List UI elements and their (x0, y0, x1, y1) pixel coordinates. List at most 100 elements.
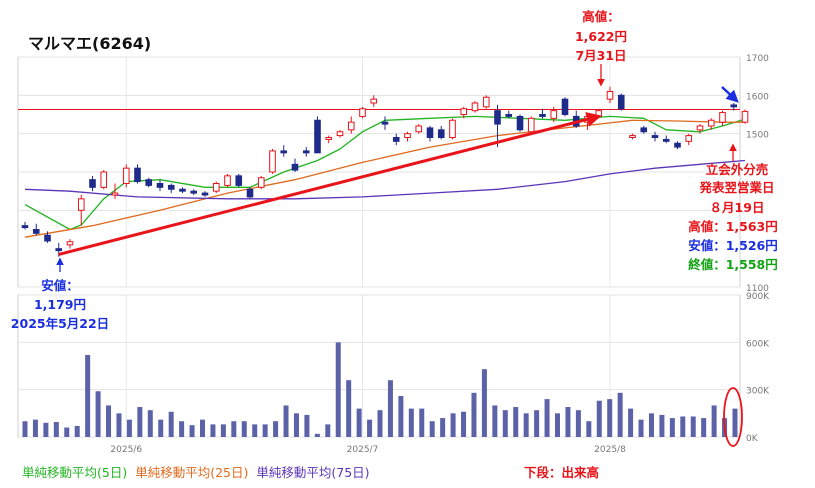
volume-bar (116, 413, 122, 437)
volume-bar (231, 421, 237, 437)
volume-bar (158, 419, 164, 437)
volume-bar (43, 422, 49, 437)
candle-down (280, 150, 288, 154)
volume-bar (638, 419, 644, 437)
volume-bar (147, 410, 153, 437)
volume-bar (137, 407, 143, 437)
volume-bar (85, 354, 91, 437)
volume-bar (179, 421, 185, 437)
volume-bar (565, 407, 571, 437)
volume-bar (293, 413, 299, 437)
volume-note: 下段：出来高 (524, 465, 600, 480)
candle-down (651, 135, 659, 138)
price-tick-label: 1500 (746, 131, 769, 141)
volume-bar (607, 399, 613, 437)
volume-bar (628, 408, 634, 437)
candle-up (257, 177, 265, 188)
candle-down (561, 98, 569, 115)
volume-bar (680, 416, 686, 437)
chart-title: マルマエ(6264) (28, 34, 152, 53)
volume-bar (241, 421, 247, 437)
volume-bar (95, 391, 101, 437)
candle-up (471, 102, 479, 112)
candle-down (381, 121, 389, 125)
volume-bar (617, 392, 623, 437)
volume-bar (314, 433, 320, 437)
legend-ma75: 単純移動平均(75日) (256, 465, 370, 480)
candle-down (134, 167, 141, 183)
low-price: 1,179円 (34, 297, 86, 312)
candle-down (145, 179, 153, 186)
candle-up (550, 110, 558, 119)
volume-bar (200, 419, 205, 437)
candle-down (494, 110, 501, 125)
candle-up (449, 119, 456, 138)
candle-up (696, 125, 704, 131)
candle-up (77, 198, 85, 211)
high-price: 1,622円 (575, 29, 627, 44)
candle-up (527, 117, 535, 133)
event-line3: ８月19日 (710, 200, 765, 215)
candle-up (100, 171, 108, 188)
candle-up (629, 135, 636, 138)
candle-down (392, 137, 400, 142)
high-date: 7月31日 (575, 48, 626, 63)
volume-tick-label: 600K (746, 339, 770, 349)
volume-bar (596, 400, 602, 437)
event-line2: 発表翌営業日 (698, 180, 774, 195)
volume-bar (273, 421, 279, 437)
volume-bar (168, 411, 174, 437)
volume-bar (304, 414, 310, 437)
candle-down (89, 179, 96, 188)
candle-down (662, 138, 670, 142)
volume-bar (398, 395, 404, 437)
candle-down (246, 188, 254, 198)
volume-bars (22, 342, 738, 437)
ma-line-2 (24, 159, 746, 200)
candle-down (179, 188, 186, 192)
volume-bar (492, 405, 498, 437)
candle-up (415, 125, 423, 133)
volume-bar (356, 408, 362, 437)
candle-up (359, 108, 366, 117)
volume-highlight-ellipse (723, 387, 743, 447)
volume-bar (701, 418, 707, 437)
volume-bar (481, 369, 487, 437)
volume-bar (513, 407, 519, 437)
candle-down (640, 127, 648, 133)
candle-down (730, 104, 738, 108)
candle-down (55, 248, 63, 252)
candle-down (156, 183, 164, 188)
annotations-overlay (56, 64, 743, 447)
volume-tick-label: 900K (746, 292, 770, 302)
candle-up (347, 121, 355, 131)
volume-bar (544, 399, 550, 437)
candle-down (674, 142, 681, 148)
candle-down (437, 129, 445, 138)
candle-down (314, 119, 321, 154)
volume-bar (252, 424, 258, 437)
volume-bar (325, 424, 331, 437)
low-date: 2025年5月22日 (11, 316, 109, 331)
volume-bar (126, 419, 132, 437)
volume-bar (335, 342, 341, 437)
low-label: 安値： (41, 278, 79, 293)
volume-bar (461, 411, 467, 437)
candle-up (404, 133, 411, 139)
price-tick-label: 1600 (746, 92, 769, 102)
volume-bar (74, 425, 80, 437)
volume-bar (32, 419, 38, 437)
volume-bar (262, 424, 268, 437)
candle-down (32, 229, 40, 234)
volume-bar (22, 421, 28, 437)
volume-bar (659, 414, 665, 437)
candle-up (66, 241, 74, 246)
volume-bar (575, 410, 581, 437)
candle-up (460, 108, 468, 115)
candle-down (21, 225, 29, 229)
x-tick-label: 2025/6 (110, 445, 142, 455)
candle-down (302, 150, 310, 154)
annotation-texts: 高値： 1,622円 7月31日 安値： 1,179円 2025年5月22日 立… (11, 9, 778, 331)
volume-bar (690, 416, 696, 437)
